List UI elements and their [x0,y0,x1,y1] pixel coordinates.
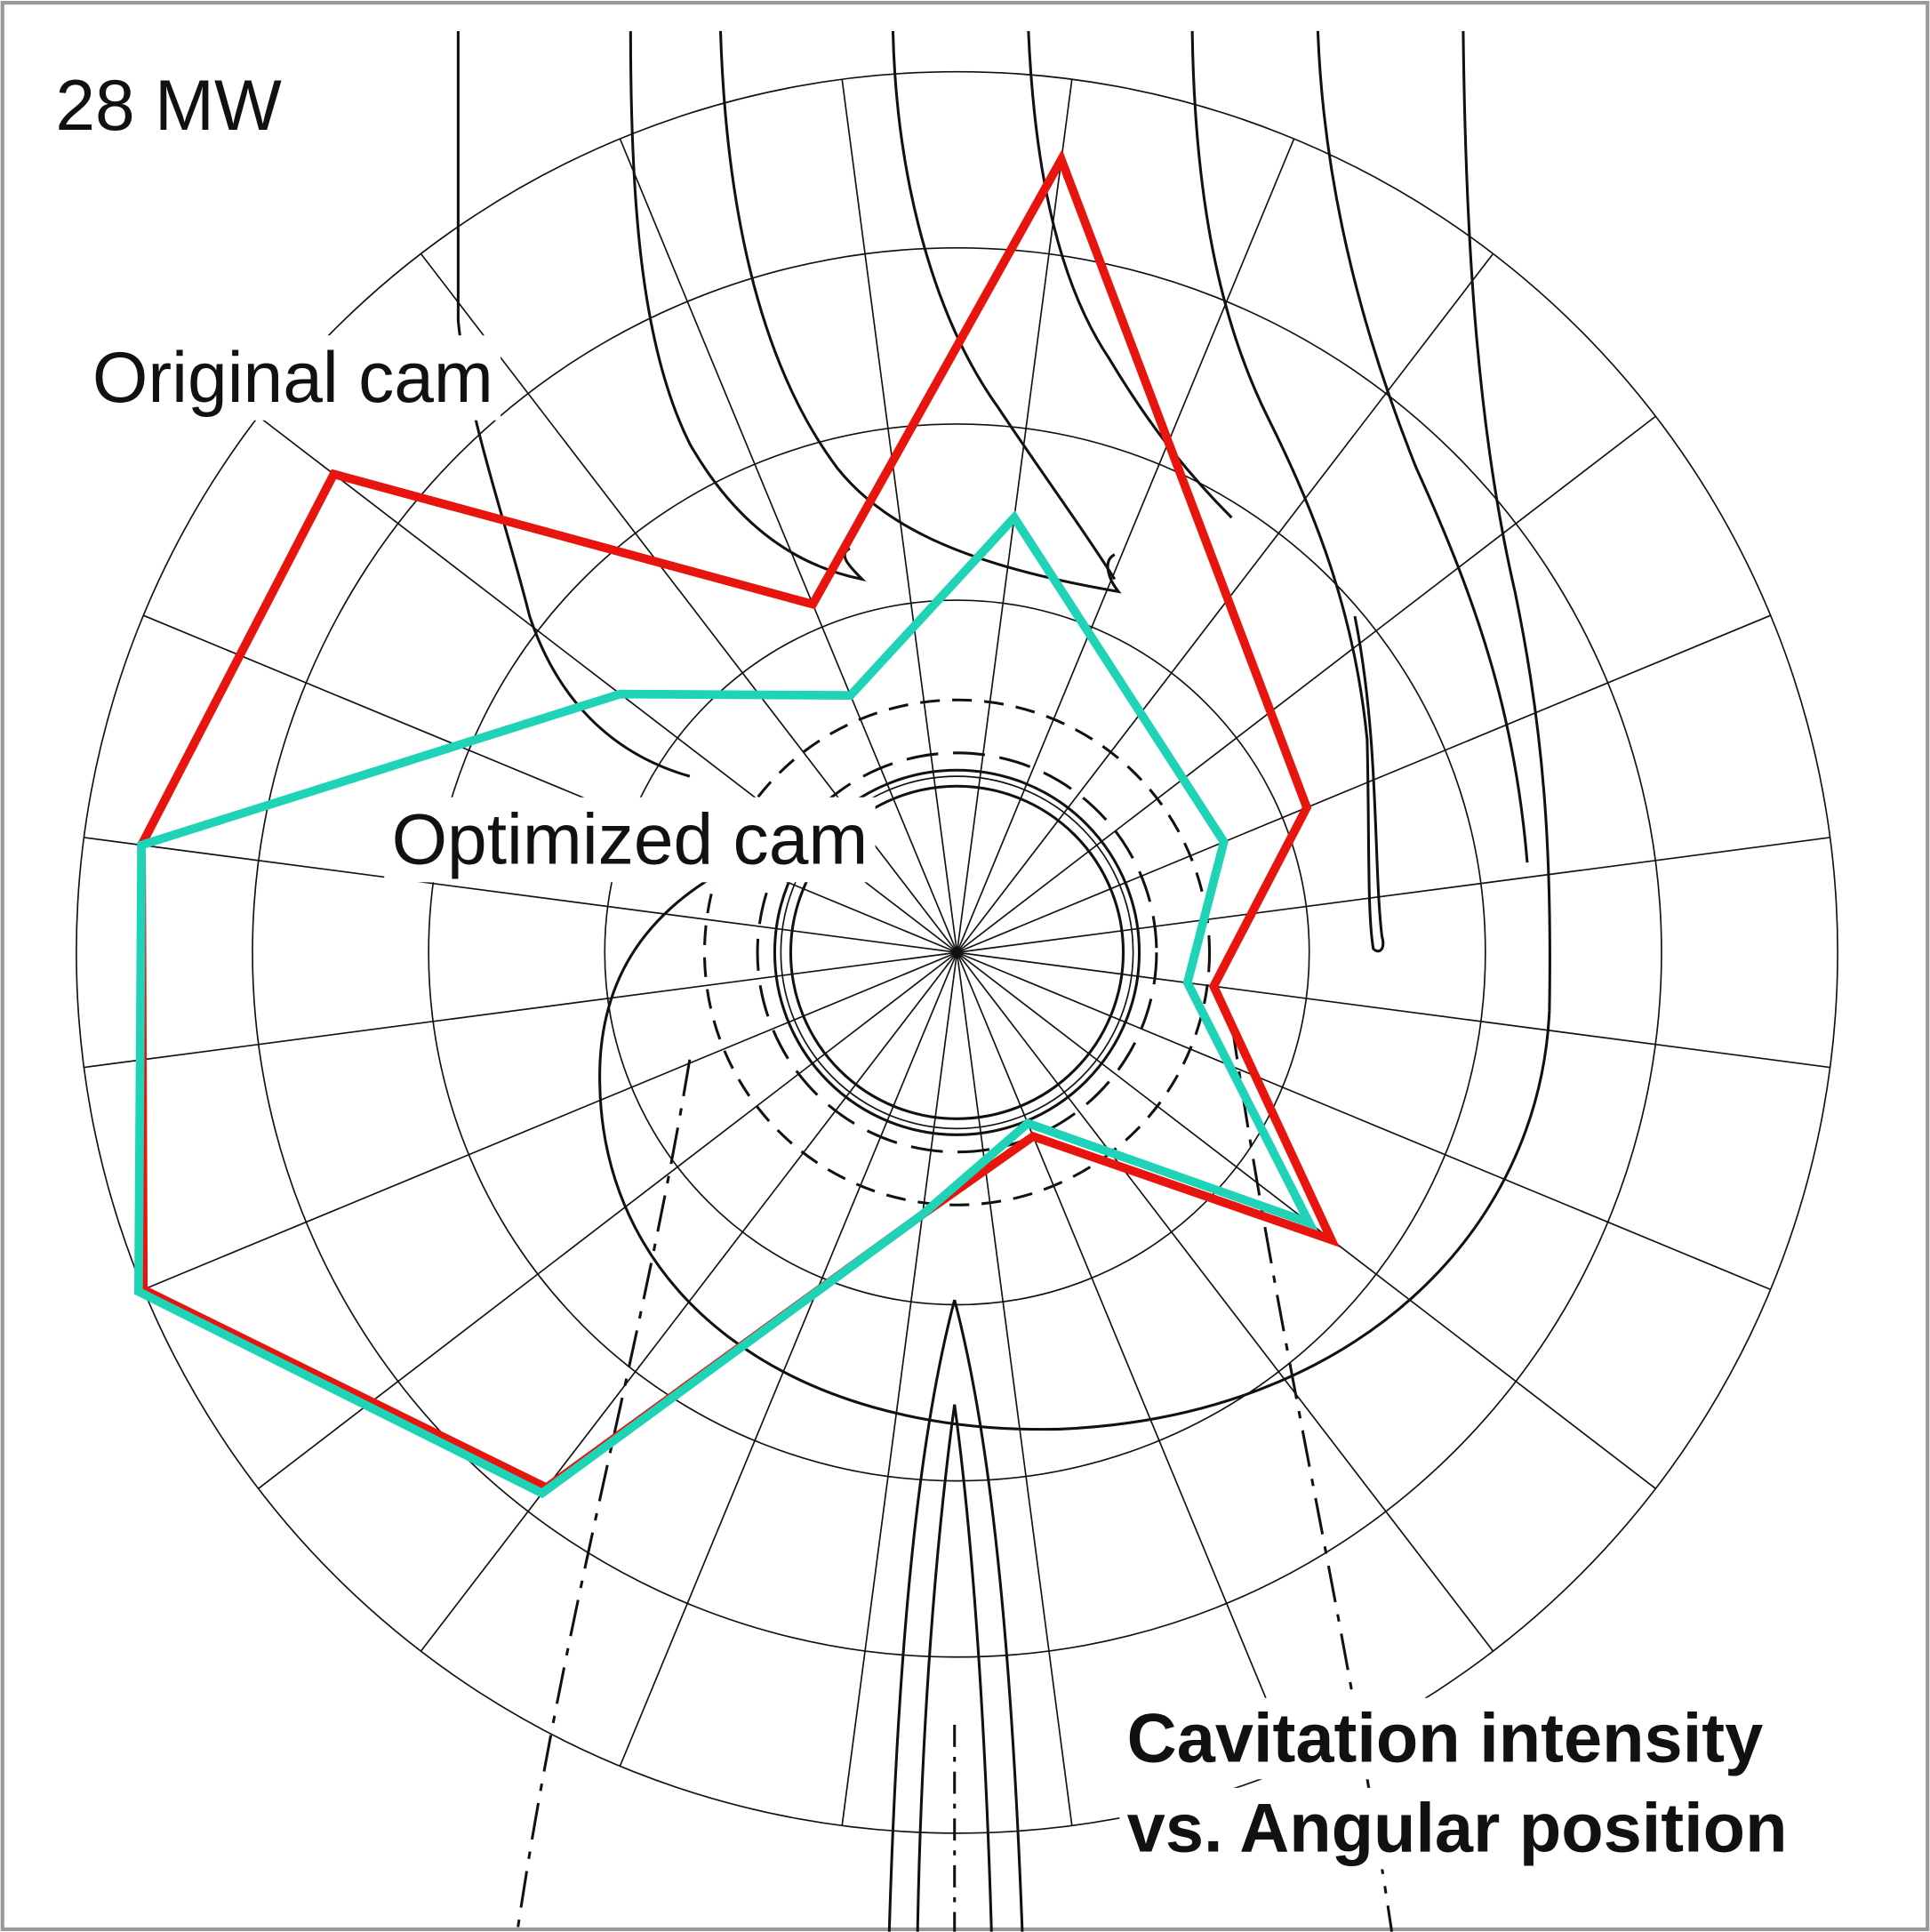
annotation: Optimized cam [392,800,869,880]
vane [953,1299,1024,1932]
label-background [1119,1697,1771,1780]
spoke [957,951,1772,1291]
hub-ring [773,768,1141,1136]
grid-ring [252,246,1662,1658]
spoke [956,951,1295,1767]
spoke [956,951,1494,1652]
streamline [1027,30,1233,519]
grid-ring [780,775,1134,1130]
spoke [84,837,957,954]
spoke [841,952,958,1826]
chart-title: vs. Angular position [1127,1791,1788,1867]
spoke [957,614,1772,954]
grid-ring [604,599,1310,1306]
guide-ring [756,751,1158,1154]
spoke [142,614,957,954]
spoke [841,79,958,953]
spoke [420,951,958,1652]
spoke [957,951,1830,1069]
annotation: Original cam [92,338,493,418]
spoke [956,138,1295,953]
spoke [84,951,957,1069]
axis-line [516,1059,692,1932]
streamline [1316,30,1529,863]
label-background [1119,1787,1795,1870]
series-layer [133,148,1340,1499]
grid-ring [428,423,1486,1482]
labels: 28 MW Original cam Optimized cam Cavitat… [55,66,1795,1870]
streamline [1462,30,1551,1011]
streamline [718,30,1122,594]
annotation: 28 MW [55,66,282,146]
outer-guide-ring [702,698,1212,1206]
vane [887,1299,957,1932]
series-line [133,510,1318,1499]
hub [789,784,1125,1120]
spoke [956,415,1656,953]
spoke [957,837,1830,954]
label-background [384,797,876,883]
vane [916,1404,957,1932]
streamline [1190,30,1385,953]
vane [953,1404,993,1932]
grid-ring [76,70,1838,1834]
streamline [891,30,1117,581]
turbine-drawing [456,30,1551,1932]
chart-title: Cavitation intensity [1127,1701,1764,1777]
streamline [629,30,867,581]
spoke [619,138,958,953]
spoke [956,952,1073,1826]
label-background [84,335,501,421]
spoke [142,951,957,1291]
spoke [619,951,958,1767]
